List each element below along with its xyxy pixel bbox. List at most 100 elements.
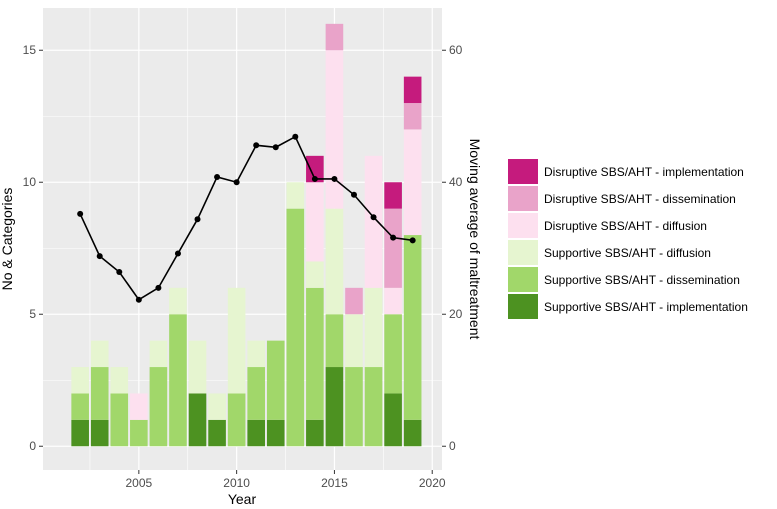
bar-segment-2018-s1 (384, 314, 402, 394)
bar-segment-2002-s2 (71, 367, 89, 394)
moving-average-point-2005 (135, 296, 142, 303)
y-tick-label: 10 (23, 175, 37, 189)
x-tick-label: 2005 (125, 476, 152, 490)
x-tick-label: 2015 (321, 476, 348, 490)
bar-segment-2013-s2 (286, 182, 305, 209)
moving-average-point-2018 (390, 234, 397, 241)
bar-segment-2019-s3 (403, 129, 422, 236)
bar-segment-2011-s0 (247, 419, 265, 447)
moving-average-point-2019 (409, 237, 416, 244)
bar-segment-2014-s5 (306, 155, 324, 183)
y2-tick-label: 20 (449, 307, 463, 321)
moving-average-point-2009 (214, 173, 221, 180)
moving-average-point-2014 (311, 175, 318, 182)
legend-swatch-4 (508, 186, 538, 211)
bar-segment-2006-s1 (149, 367, 168, 447)
bar-segment-2019-s0 (403, 419, 422, 447)
y-tick-label: 15 (23, 43, 37, 57)
moving-average-point-2011 (253, 142, 260, 149)
bar-segment-2008-s2 (188, 340, 207, 394)
bar-segment-2013-s1 (286, 208, 305, 447)
bar-segment-2016-s2 (345, 314, 363, 368)
moving-average-point-2013 (292, 133, 299, 140)
legend-swatch-1 (508, 267, 538, 292)
bar-segment-2012-s0 (266, 419, 285, 447)
axes: 2005 2010 2015 2020 0 5 10 15 0 20 40 60 (23, 43, 463, 490)
x-tick-label: 2020 (419, 476, 446, 490)
moving-average-point-2017 (370, 214, 377, 221)
y-tick-label: 0 (29, 439, 36, 453)
legend-label-1: Supportive SBS/AHT - dissemination (544, 273, 740, 287)
bar-segment-2006-s2 (149, 340, 168, 368)
bar-segment-2011-s2 (247, 340, 265, 368)
legend-swatch-2 (508, 240, 538, 265)
bar-segment-2015-s0 (325, 367, 344, 447)
bar-segment-2002-s0 (71, 419, 89, 447)
legend-label-3: Disruptive SBS/AHT - diffusion (544, 219, 707, 233)
bar-segment-2017-s1 (364, 367, 383, 447)
bar-segment-2003-s0 (90, 419, 109, 447)
bar-segment-2014-s2 (306, 261, 324, 288)
bar-segment-2011-s1 (247, 367, 265, 420)
bar-segment-2004-s2 (110, 367, 129, 394)
legend-swatch-0 (508, 294, 538, 319)
legend-label-0: Supportive SBS/AHT - implementation (544, 300, 748, 314)
moving-average-point-2002 (77, 210, 84, 217)
bar-segment-2008-s0 (188, 393, 207, 447)
y2-tick-label: 40 (449, 175, 463, 189)
y-tick-label: 5 (29, 307, 36, 321)
y2-tick-label: 0 (449, 439, 456, 453)
moving-average-point-2012 (272, 144, 279, 151)
bar-segment-2019-s4 (403, 103, 422, 130)
bar-segment-2016-s4 (345, 287, 363, 315)
bar-segment-2014-s0 (306, 419, 324, 447)
moving-average-point-2015 (331, 175, 338, 182)
bar-segment-2015-s1 (325, 314, 344, 368)
bar-segment-2012-s1 (266, 340, 285, 420)
moving-average-point-2007 (174, 250, 181, 257)
moving-average-point-2006 (155, 284, 162, 291)
bar-segment-2017-s2 (364, 287, 383, 368)
bar-segment-2005-s3 (130, 393, 148, 420)
bar-segment-2015-s2 (325, 208, 344, 315)
bar-segment-2019-s1 (403, 235, 422, 420)
moving-average-point-2004 (116, 269, 123, 275)
bar-segment-2015-s3 (325, 50, 344, 209)
y2-tick-label: 60 (449, 43, 463, 57)
moving-average-point-2010 (233, 179, 240, 186)
legend: Disruptive SBS/AHT - implementation Disru… (508, 159, 748, 319)
bar-segment-2018-s0 (384, 393, 402, 447)
trend-line (77, 133, 416, 303)
y-axis-title: No & Categories (0, 188, 15, 291)
bar-segment-2015-s4 (325, 23, 344, 51)
bar-segment-2010-s1 (227, 393, 246, 447)
bar-segment-2009-s0 (208, 419, 226, 447)
bar-segment-2014-s1 (306, 287, 324, 420)
legend-swatch-3 (508, 213, 538, 238)
bar-segment-2014-s3 (306, 182, 324, 262)
bar-segment-2009-s2 (208, 393, 226, 420)
moving-average-point-2008 (194, 216, 201, 223)
bar-segment-2018-s5 (384, 182, 402, 209)
y2-axis-title: Moving average of maltreatment (467, 139, 483, 340)
moving-average-point-2016 (350, 191, 357, 198)
bar-segment-2010-s2 (227, 287, 246, 394)
legend-label-4: Disruptive SBS/AHT - dissemination (544, 192, 736, 206)
bar-segment-2005-s1 (130, 419, 148, 447)
bar-segment-2003-s2 (90, 340, 109, 368)
bar-segment-2018-s4 (384, 208, 402, 288)
moving-average-point-2003 (96, 253, 103, 260)
legend-label-5: Disruptive SBS/AHT - implementation (544, 165, 744, 179)
bar-segment-2004-s1 (110, 393, 129, 447)
bar-segment-2007-s2 (169, 287, 187, 315)
bars (71, 23, 422, 447)
moving-average-line (79, 135, 413, 301)
legend-swatch-5 (508, 159, 538, 184)
bar-segment-2017-s3 (364, 155, 383, 288)
x-tick-label: 2010 (223, 476, 250, 490)
bar-segment-2002-s1 (71, 393, 89, 420)
bar-segment-2003-s1 (90, 367, 109, 420)
bar-segment-2018-s3 (384, 287, 402, 315)
bar-segment-2019-s5 (403, 76, 422, 104)
